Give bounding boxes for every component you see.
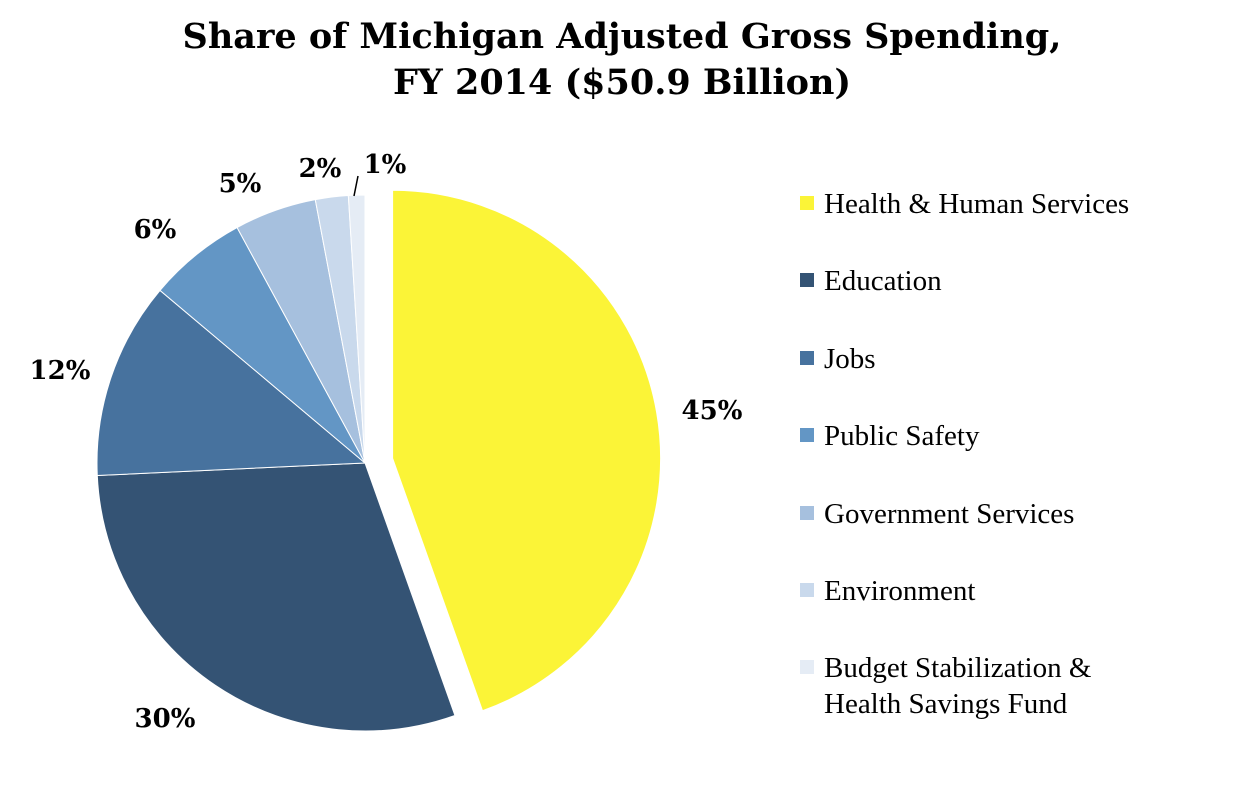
leader-line [353, 175, 359, 197]
legend-item: Jobs [800, 341, 1230, 377]
legend-swatch [800, 351, 814, 365]
legend-label-line: Budget Stabilization & [824, 652, 1092, 684]
legend-label-line: Environment [824, 575, 976, 607]
legend-label-line: Education [824, 265, 942, 297]
legend-item: Education [800, 263, 1230, 299]
legend-swatch [800, 428, 814, 442]
legend-label-line: Health & Human Services [824, 188, 1130, 220]
pie-slice-2 [96, 462, 456, 732]
data-label-4: 6% [134, 215, 177, 245]
legend-swatch [800, 583, 814, 597]
data-label-2: 30% [135, 704, 196, 734]
pie-slice-1 [392, 189, 662, 712]
legend-item: Environment [800, 573, 1230, 609]
legend-label-line: Government Services [824, 498, 1075, 530]
legend-label: Public Safety [824, 418, 979, 454]
legend-label-line: Health Savings Fund [824, 688, 1068, 720]
data-label-6: 2% [299, 154, 342, 184]
data-label-7: 1% [364, 150, 407, 180]
legend-swatch [800, 506, 814, 520]
data-label-3: 12% [30, 356, 91, 386]
legend-swatch [800, 196, 814, 210]
legend-label: Health & Human Services [824, 186, 1129, 222]
legend-label-line: Jobs [824, 343, 876, 375]
chart-title-line-1: Share of Michigan Adjusted Gross Spendin… [182, 16, 1062, 57]
chart-title: Share of Michigan Adjusted Gross Spendin… [0, 14, 1244, 106]
legend-label: Budget Stabilization & Health Savings Fun… [824, 650, 1091, 722]
data-label-5: 5% [219, 169, 262, 199]
legend-label: Education [824, 263, 942, 299]
pie-slice-3 [96, 289, 367, 477]
legend-item: Public Safety [800, 418, 1230, 454]
legend-label: Jobs [824, 341, 876, 377]
chart-subtitle: FY 2014 ($50.9 Billion) [392, 62, 852, 103]
legend-item: Government Services [800, 496, 1230, 532]
pie-slice-7 [347, 194, 366, 464]
legend-label: Government Services [824, 496, 1074, 532]
data-label-1: 45% [682, 396, 743, 426]
legend-label: Environment [824, 573, 975, 609]
legend-item: Health & Human Services [800, 186, 1230, 222]
legend-swatch [800, 273, 814, 287]
legend-swatch [800, 660, 814, 674]
legend-item: Budget Stabilization & Health Savings Fun… [800, 650, 1230, 722]
legend-label-line: Public Safety [824, 420, 980, 452]
